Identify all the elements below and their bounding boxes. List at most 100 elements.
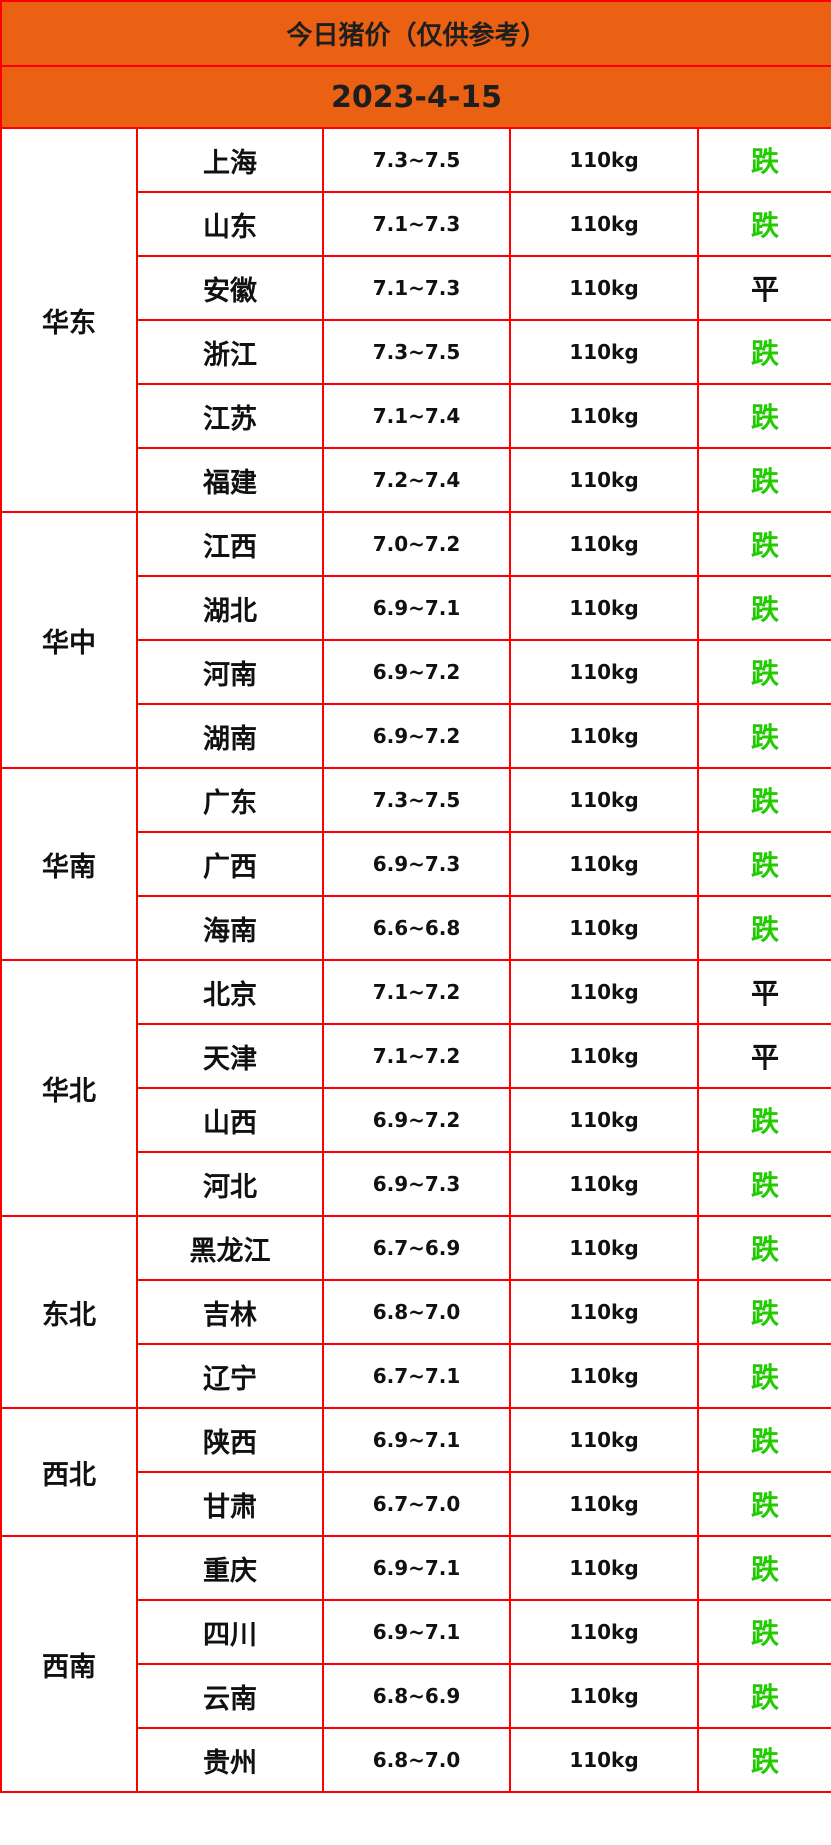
weight-cell: 110kg xyxy=(509,575,699,641)
province-cell: 吉林 xyxy=(136,1279,324,1345)
table-row: 河北 6.9~7.3 110kg 跌 xyxy=(1,1151,831,1217)
trend-cell: 跌 xyxy=(696,191,831,257)
province-cell: 山西 xyxy=(136,1087,324,1153)
price-range-cell: 7.3~7.5 xyxy=(322,127,511,193)
trend-cell: 跌 xyxy=(696,447,831,513)
province-cell: 甘肃 xyxy=(136,1471,324,1537)
province-cell: 山东 xyxy=(136,191,324,257)
trend-cell: 平 xyxy=(696,1023,831,1089)
region-cell: 西北 xyxy=(0,1407,138,1537)
province-cell: 福建 xyxy=(136,447,324,513)
price-range-cell: 6.9~7.2 xyxy=(322,703,511,769)
table-row: 四川 6.9~7.1 110kg 跌 xyxy=(1,1599,831,1665)
price-range-cell: 6.9~7.2 xyxy=(322,1087,511,1153)
province-cell: 江西 xyxy=(136,511,324,577)
trend-cell: 跌 xyxy=(696,1407,831,1473)
price-range-cell: 6.9~7.1 xyxy=(322,1535,511,1601)
trend-cell: 跌 xyxy=(696,511,831,577)
region-cell: 东北 xyxy=(0,1215,138,1409)
province-cell: 湖南 xyxy=(136,703,324,769)
price-range-cell: 7.1~7.2 xyxy=(322,959,511,1025)
trend-cell: 跌 xyxy=(696,1087,831,1153)
province-cell: 陕西 xyxy=(136,1407,324,1473)
table-row: 广西 6.9~7.3 110kg 跌 xyxy=(1,831,831,897)
region-cell: 华北 xyxy=(0,959,138,1217)
price-range-cell: 6.8~6.9 xyxy=(322,1663,511,1729)
province-cell: 江苏 xyxy=(136,383,324,449)
weight-cell: 110kg xyxy=(509,255,699,321)
weight-cell: 110kg xyxy=(509,703,699,769)
price-range-cell: 6.7~6.9 xyxy=(322,1215,511,1281)
weight-cell: 110kg xyxy=(509,383,699,449)
table-row: 山东 7.1~7.3 110kg 跌 xyxy=(1,191,831,257)
price-range-cell: 7.1~7.3 xyxy=(322,191,511,257)
weight-cell: 110kg xyxy=(509,959,699,1025)
weight-cell: 110kg xyxy=(509,1023,699,1089)
province-cell: 上海 xyxy=(136,127,324,193)
weight-cell: 110kg xyxy=(509,1343,699,1409)
weight-cell: 110kg xyxy=(509,1215,699,1281)
table-row: 山西 6.9~7.2 110kg 跌 xyxy=(1,1087,831,1153)
weight-cell: 110kg xyxy=(509,191,699,257)
province-cell: 辽宁 xyxy=(136,1343,324,1409)
price-range-cell: 6.7~7.0 xyxy=(322,1471,511,1537)
table-row: 天津 7.1~7.2 110kg 平 xyxy=(1,1023,831,1089)
weight-cell: 110kg xyxy=(509,1535,699,1601)
table-row: 吉林 6.8~7.0 110kg 跌 xyxy=(1,1279,831,1345)
trend-cell: 跌 xyxy=(696,1151,831,1217)
trend-cell: 跌 xyxy=(696,127,831,193)
price-range-cell: 6.8~7.0 xyxy=(322,1279,511,1345)
price-range-cell: 7.1~7.4 xyxy=(322,383,511,449)
province-cell: 贵州 xyxy=(136,1727,324,1793)
weight-cell: 110kg xyxy=(509,1279,699,1345)
table-row: 华东 上海 7.3~7.5 110kg 跌 xyxy=(0,127,831,513)
region-cell: 华南 xyxy=(0,767,138,961)
price-range-cell: 6.9~7.3 xyxy=(322,831,511,897)
price-range-cell: 6.9~7.1 xyxy=(322,575,511,641)
province-cell: 湖北 xyxy=(136,575,324,641)
weight-cell: 110kg xyxy=(509,895,699,961)
table-row: 华南 广东 7.3~7.5 110kg 跌 xyxy=(0,767,831,961)
trend-cell: 平 xyxy=(696,959,831,1025)
weight-cell: 110kg xyxy=(509,511,699,577)
weight-cell: 110kg xyxy=(509,639,699,705)
trend-cell: 跌 xyxy=(696,1215,831,1281)
trend-cell: 跌 xyxy=(696,767,831,833)
trend-cell: 跌 xyxy=(696,1471,831,1537)
province-cell: 天津 xyxy=(136,1023,324,1089)
trend-cell: 跌 xyxy=(696,1535,831,1601)
table-row: 云南 6.8~6.9 110kg 跌 xyxy=(1,1663,831,1729)
weight-cell: 110kg xyxy=(509,319,699,385)
price-range-cell: 6.7~7.1 xyxy=(322,1343,511,1409)
table-row: 福建 7.2~7.4 110kg 跌 xyxy=(1,447,831,513)
weight-cell: 110kg xyxy=(509,1151,699,1217)
price-range-cell: 7.1~7.3 xyxy=(322,255,511,321)
price-range-cell: 6.6~6.8 xyxy=(322,895,511,961)
trend-cell: 跌 xyxy=(696,1727,831,1793)
province-cell: 重庆 xyxy=(136,1535,324,1601)
province-cell: 四川 xyxy=(136,1599,324,1665)
province-cell: 北京 xyxy=(136,959,324,1025)
table-row: 西北 陕西 6.9~7.1 110kg 跌 xyxy=(0,1407,831,1537)
weight-cell: 110kg xyxy=(509,1471,699,1537)
table-row: 湖北 6.9~7.1 110kg 跌 xyxy=(1,575,831,641)
weight-cell: 110kg xyxy=(509,1407,699,1473)
price-range-cell: 6.9~7.1 xyxy=(322,1407,511,1473)
trend-cell: 跌 xyxy=(696,1343,831,1409)
weight-cell: 110kg xyxy=(509,831,699,897)
table-row: 辽宁 6.7~7.1 110kg 跌 xyxy=(1,1343,831,1409)
table-row: 河南 6.9~7.2 110kg 跌 xyxy=(1,639,831,705)
province-cell: 安徽 xyxy=(136,255,324,321)
province-cell: 云南 xyxy=(136,1663,324,1729)
price-range-cell: 6.9~7.3 xyxy=(322,1151,511,1217)
trend-cell: 跌 xyxy=(696,895,831,961)
table-row: 安徽 7.1~7.3 110kg 平 xyxy=(1,255,831,321)
weight-cell: 110kg xyxy=(509,767,699,833)
table-row: 江苏 7.1~7.4 110kg 跌 xyxy=(1,383,831,449)
region-cell: 华东 xyxy=(0,127,138,513)
trend-cell: 平 xyxy=(696,255,831,321)
table-row: 浙江 7.3~7.5 110kg 跌 xyxy=(1,319,831,385)
table-row: 华北 北京 7.1~7.2 110kg 平 xyxy=(0,959,831,1217)
province-cell: 黑龙江 xyxy=(136,1215,324,1281)
table-row: 贵州 6.8~7.0 110kg 跌 xyxy=(1,1727,831,1793)
